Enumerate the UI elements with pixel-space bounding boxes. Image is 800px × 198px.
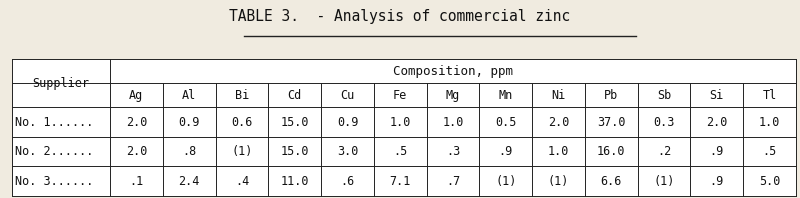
- Text: 1.0: 1.0: [390, 115, 411, 129]
- Text: 0.6: 0.6: [231, 115, 253, 129]
- Text: 0.3: 0.3: [654, 115, 674, 129]
- Text: No. 3......: No. 3......: [15, 175, 94, 188]
- Text: .5: .5: [393, 145, 407, 158]
- Text: 0.9: 0.9: [178, 115, 200, 129]
- Text: 16.0: 16.0: [597, 145, 626, 158]
- Text: Fe: Fe: [393, 89, 407, 102]
- Text: 15.0: 15.0: [281, 115, 309, 129]
- Text: .4: .4: [234, 175, 249, 188]
- Text: Ag: Ag: [130, 89, 143, 102]
- Text: (1): (1): [231, 145, 253, 158]
- Text: Cd: Cd: [287, 89, 302, 102]
- Text: (1): (1): [654, 175, 674, 188]
- Text: 1.0: 1.0: [759, 115, 780, 129]
- Text: Composition, ppm: Composition, ppm: [393, 65, 513, 78]
- Text: .5: .5: [762, 145, 777, 158]
- Text: .7: .7: [446, 175, 460, 188]
- Bar: [12, 59, 796, 196]
- Text: .8: .8: [182, 145, 196, 158]
- Text: Supplier: Supplier: [33, 77, 90, 90]
- Text: .3: .3: [446, 145, 460, 158]
- Text: No. 2......: No. 2......: [15, 145, 94, 158]
- Text: .9: .9: [710, 145, 724, 158]
- Text: TABLE 3.  - Analysis of commercial zinc: TABLE 3. - Analysis of commercial zinc: [230, 9, 570, 24]
- Text: .9: .9: [710, 175, 724, 188]
- Text: .2: .2: [657, 145, 671, 158]
- Text: (1): (1): [495, 175, 517, 188]
- Text: Ni: Ni: [551, 89, 566, 102]
- Text: Cu: Cu: [340, 89, 354, 102]
- Text: 0.9: 0.9: [337, 115, 358, 129]
- Text: 15.0: 15.0: [281, 145, 309, 158]
- Text: 3.0: 3.0: [337, 145, 358, 158]
- Text: 1.0: 1.0: [442, 115, 464, 129]
- Text: 2.0: 2.0: [706, 115, 727, 129]
- Text: Pb: Pb: [604, 89, 618, 102]
- Text: 2.0: 2.0: [548, 115, 570, 129]
- Text: 2.4: 2.4: [178, 175, 200, 188]
- Text: .1: .1: [130, 175, 143, 188]
- Text: 5.0: 5.0: [759, 175, 780, 188]
- Text: Sb: Sb: [657, 89, 671, 102]
- Text: 37.0: 37.0: [597, 115, 626, 129]
- Text: Mn: Mn: [498, 89, 513, 102]
- Text: .6: .6: [340, 175, 354, 188]
- Text: Bi: Bi: [234, 89, 249, 102]
- Text: Tl: Tl: [762, 89, 777, 102]
- Text: 1.0: 1.0: [548, 145, 570, 158]
- Text: No. 1......: No. 1......: [15, 115, 94, 129]
- Text: .9: .9: [498, 145, 513, 158]
- Text: Mg: Mg: [446, 89, 460, 102]
- Text: 7.1: 7.1: [390, 175, 411, 188]
- Text: 0.5: 0.5: [495, 115, 517, 129]
- Text: Si: Si: [710, 89, 724, 102]
- Text: (1): (1): [548, 175, 570, 188]
- Text: 6.6: 6.6: [601, 175, 622, 188]
- Text: 11.0: 11.0: [281, 175, 309, 188]
- Text: Al: Al: [182, 89, 196, 102]
- Text: 2.0: 2.0: [126, 145, 147, 158]
- Text: 2.0: 2.0: [126, 115, 147, 129]
